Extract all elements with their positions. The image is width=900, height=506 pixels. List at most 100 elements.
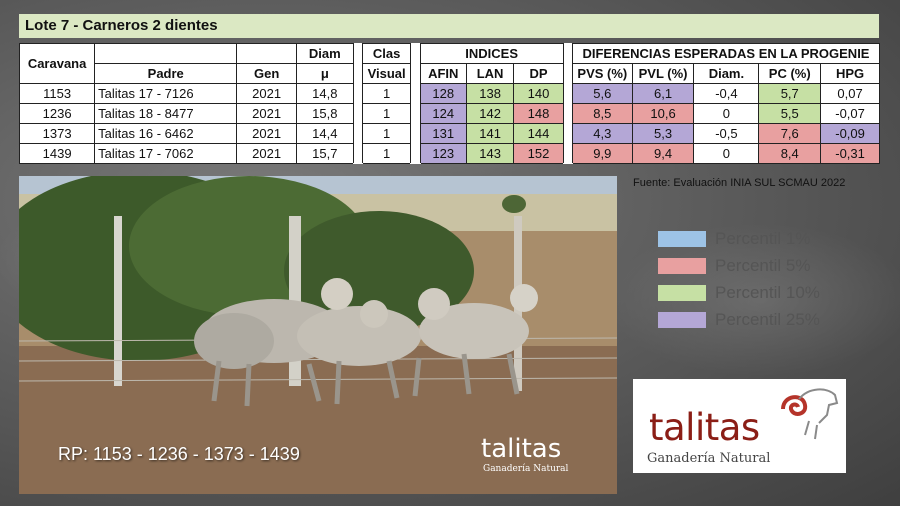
- cell-diam: 15,7: [296, 143, 354, 164]
- cell-gen: 2021: [236, 123, 297, 144]
- column-gap: [352, 43, 363, 164]
- photo-watermark-brand: talitas: [481, 434, 562, 464]
- legend-label: Percentil 25%: [715, 310, 820, 329]
- cell-pc: 5,5: [758, 103, 822, 124]
- header-pvs: PVS (%): [571, 63, 633, 84]
- cell-lan: 141: [465, 123, 515, 144]
- cell-diam: 14,4: [296, 123, 354, 144]
- header-caravana: Caravana: [18, 43, 96, 84]
- cell-afin: 123: [419, 143, 467, 164]
- legend-item: Percentil 25%: [658, 309, 820, 331]
- cell-padre: Talitas 16 - 6462: [94, 123, 238, 144]
- cell-gen: 2021: [236, 143, 297, 164]
- legend-label: Percentil 5%: [715, 256, 811, 275]
- cell-caravana: 1373: [18, 123, 96, 144]
- legend-swatch: [658, 258, 706, 274]
- header-gen: Gen: [236, 63, 297, 84]
- cell-pc: 8,4: [758, 143, 822, 164]
- header-pc: PC (%): [758, 63, 822, 84]
- header-diam-top: Diam: [296, 43, 354, 64]
- header-clas-visual: Visual: [361, 63, 412, 84]
- cell-gen: 2021: [236, 83, 297, 104]
- cell-pvs: 4,3: [571, 123, 633, 144]
- source-note: Fuente: Evaluación INIA SUL SCMAU 2022: [633, 177, 846, 189]
- legend-item: Percentil 5%: [658, 255, 810, 277]
- photo-watermark-logo: talitas Ganadería Natural: [481, 434, 568, 474]
- column-gap: [410, 43, 421, 164]
- header-indices: INDICES: [419, 43, 564, 64]
- table-row: 1439 Talitas 17 - 7062 2021 15,7 1 123 1…: [18, 143, 880, 164]
- header-gen-top: [236, 43, 297, 64]
- legend-swatch: [658, 231, 706, 247]
- cell-caravana: 1153: [18, 83, 96, 104]
- header-dp: DP: [513, 63, 564, 84]
- cell-hpg: -0,31: [820, 143, 880, 164]
- cell-pvs: 8,5: [571, 103, 633, 124]
- cell-afin: 128: [419, 83, 467, 104]
- cell-padre: Talitas 17 - 7126: [94, 83, 238, 104]
- cell-clas: 1: [361, 143, 412, 164]
- sheep-photo-illustration: [19, 176, 617, 494]
- cell-lan: 138: [465, 83, 515, 104]
- cell-hpg: 0,07: [820, 83, 880, 104]
- cell-pvs: 5,6: [571, 83, 633, 104]
- cell-gen: 2021: [236, 103, 297, 124]
- cell-pvl: 5,3: [631, 123, 695, 144]
- cell-diam: 14,8: [296, 83, 354, 104]
- cell-pc: 7,6: [758, 123, 822, 144]
- cell-pvl: 9,4: [631, 143, 695, 164]
- header-padre: Padre: [94, 63, 238, 84]
- page-title: Lote 7 - Carneros 2 dientes: [19, 14, 879, 38]
- brand-tagline: Ganadería Natural: [647, 451, 771, 466]
- legend-label: Percentil 10%: [715, 283, 820, 302]
- cell-diam: 15,8: [296, 103, 354, 124]
- header-padre-top: [94, 43, 238, 64]
- cell-lan: 143: [465, 143, 515, 164]
- table-row: 1236 Talitas 18 - 8477 2021 15,8 1 124 1…: [18, 103, 880, 124]
- cell-pvl: 6,1: [631, 83, 695, 104]
- table-row: 1373 Talitas 16 - 6462 2021 14,4 1 131 1…: [18, 123, 880, 144]
- brand-logo: talitas Ganadería Natural: [633, 379, 846, 473]
- column-gap: [562, 43, 573, 164]
- photo-watermark-tagline: Ganadería Natural: [483, 464, 569, 474]
- header-hpg: HPG: [820, 63, 880, 84]
- legend-swatch: [658, 285, 706, 301]
- cell-pc: 5,7: [758, 83, 822, 104]
- cell-padre: Talitas 17 - 7062: [94, 143, 238, 164]
- cell-diam-dep: -0,5: [693, 123, 760, 144]
- cell-dp: 144: [513, 123, 564, 144]
- legend-label: Percentil 1%: [715, 229, 811, 248]
- header-afin: AFIN: [419, 63, 467, 84]
- cell-clas: 1: [361, 123, 412, 144]
- header-diferencias: DIFERENCIAS ESPERADAS EN LA PROGENIE: [571, 43, 881, 64]
- cell-hpg: -0,07: [820, 103, 880, 124]
- genetics-table: Caravana Diam Clas INDICES DIFERENCIAS E…: [18, 43, 881, 164]
- cell-caravana: 1236: [18, 103, 96, 124]
- legend-swatch: [658, 312, 706, 328]
- header-lan: LAN: [465, 63, 515, 84]
- header-pvl: PVL (%): [631, 63, 695, 84]
- cell-lan: 142: [465, 103, 515, 124]
- brand-name: talitas: [649, 406, 760, 449]
- cell-pvs: 9,9: [571, 143, 633, 164]
- cell-dp: 148: [513, 103, 564, 124]
- photo-caption: RP: 1153 - 1236 - 1373 - 1439: [58, 444, 300, 464]
- cell-diam-dep: 0: [693, 103, 760, 124]
- header-clas-top: Clas: [361, 43, 412, 64]
- header-diam-dep: Diam.: [693, 63, 760, 84]
- cell-afin: 131: [419, 123, 467, 144]
- cell-hpg: -0,09: [820, 123, 880, 144]
- cell-clas: 1: [361, 103, 412, 124]
- cell-diam-dep: -0,4: [693, 83, 760, 104]
- cell-dp: 152: [513, 143, 564, 164]
- cell-diam-dep: 0: [693, 143, 760, 164]
- header-diam-unit: μ: [296, 63, 354, 84]
- sheep-photo: talitas Ganadería Natural: [19, 176, 617, 494]
- cell-afin: 124: [419, 103, 467, 124]
- percentile-legend: Percentil 1% Percentil 5% Percentil 10% …: [632, 215, 880, 340]
- cell-caravana: 1439: [18, 143, 96, 164]
- legend-item: Percentil 10%: [658, 282, 820, 304]
- cell-padre: Talitas 18 - 8477: [94, 103, 238, 124]
- cell-dp: 140: [513, 83, 564, 104]
- table-row: 1153 Talitas 17 - 7126 2021 14,8 1 128 1…: [18, 83, 880, 104]
